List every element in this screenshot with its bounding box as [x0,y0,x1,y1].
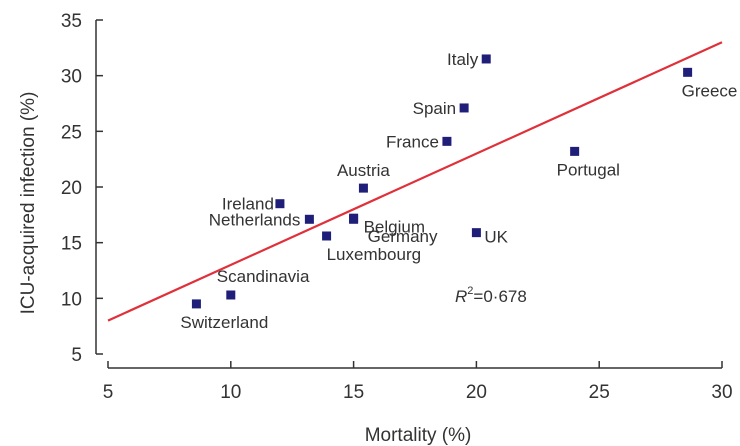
r-squared-annotation: R2=0·678 [455,285,527,306]
point-label: Italy [447,50,479,69]
point-label: Austria [337,161,390,180]
r2-value: =0·678 [473,287,526,306]
y-tick-label: 35 [61,11,82,32]
trend-line [108,42,722,320]
point-label: Spain [413,99,456,118]
data-point [442,137,451,146]
point-label: Netherlands [209,210,301,229]
y-tick-label: 15 [61,234,82,255]
point-label: France [386,132,439,151]
x-tick-label: 30 [711,382,732,403]
y-axis-title: ICU-acquired infection (%) [18,92,39,315]
x-tick-label: 10 [220,382,241,403]
x-tick-label: 5 [103,382,114,403]
point-label: Belgium [364,217,425,236]
y-tick-label: 25 [61,122,82,143]
r2-symbol: R [455,287,467,306]
x-tick-label: 20 [466,382,487,403]
point-label: Greece [682,81,738,100]
data-point [305,215,314,224]
x-tick-label: 15 [343,382,364,403]
y-tick-label: 30 [61,67,82,88]
data-point [226,290,235,299]
data-point [460,103,469,112]
point-label: Switzerland [180,313,268,332]
y-tick-label: 5 [71,345,82,366]
data-point [275,199,284,208]
axes: 5 10 15 20 25 30 35 5 10 15 20 25 30 [61,11,733,403]
x-tick-label: 25 [589,382,610,403]
y-tick-label: 10 [61,289,82,310]
data-point [349,215,358,224]
data-point [359,184,368,193]
data-point [482,54,491,63]
point-label: UK [484,228,508,247]
data-point [472,228,481,237]
point-label: Portugal [557,160,620,179]
point-label: Scandinavia [217,267,310,286]
data-point [570,147,579,156]
y-tick-label: 20 [61,178,82,199]
x-axis-title: Mortality (%) [365,425,472,446]
point-label: Luxembourg [327,245,422,264]
data-point [322,231,331,240]
data-point [683,68,692,77]
data-point [192,299,201,308]
